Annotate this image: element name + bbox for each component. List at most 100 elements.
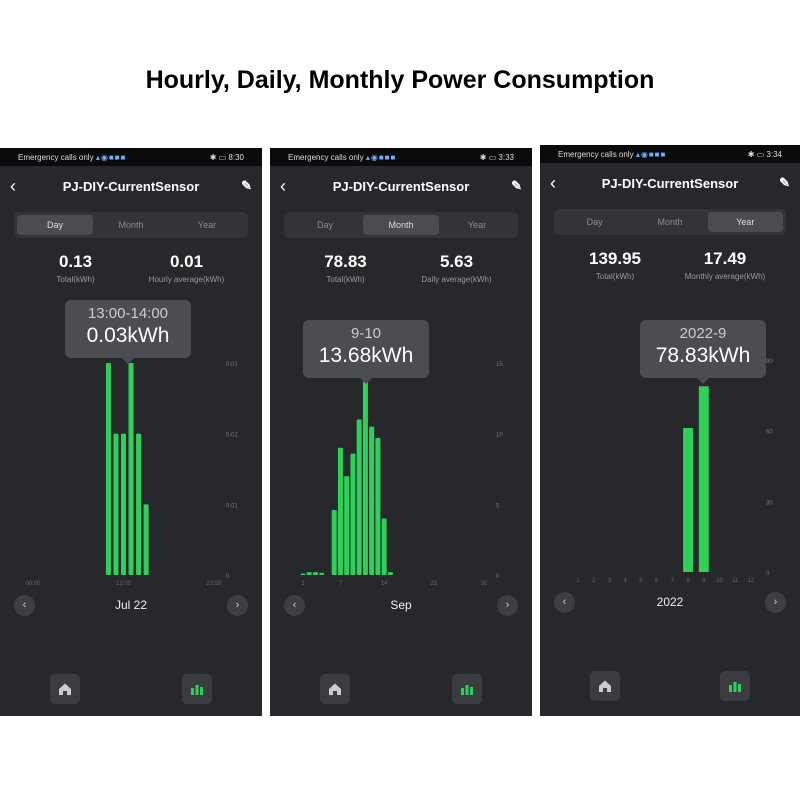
chart-bar	[121, 433, 126, 575]
previous-period-button[interactable]: ‹	[284, 594, 305, 616]
tab-month[interactable]: Month	[657, 217, 683, 227]
status-text: Emergency calls only	[18, 152, 94, 162]
home-button[interactable]	[320, 674, 350, 704]
stat-value: 17.49	[703, 249, 747, 268]
y-tick-label: 0	[226, 574, 230, 580]
statistics-button[interactable]	[182, 674, 212, 704]
tab-day[interactable]: Day	[17, 215, 93, 235]
chart-tooltip: 13:00-14:00 0.03kWh	[65, 300, 191, 364]
statistics-button[interactable]	[452, 674, 482, 704]
status-text: Emergency calls only	[288, 152, 364, 162]
stats-row: 78.83 Total(kWh) 5.63 Daily average(kWh)	[270, 252, 532, 284]
status-bar: Emergency calls only ▴◉■■■ ✱ ▭ 3:33	[270, 148, 532, 166]
x-tick-label: 9	[702, 578, 706, 584]
chart-bar	[387, 572, 393, 575]
status-text: Emergency calls only	[558, 149, 634, 159]
device-title: PJ-DIY-CurrentSensor	[332, 178, 470, 194]
x-tick-label: 14	[381, 581, 388, 587]
home-button[interactable]	[50, 674, 80, 704]
consumption-chart[interactable]: 0 5 10 15 1 7 14 22 30	[270, 298, 532, 593]
chart-bar	[105, 363, 111, 575]
tab-year[interactable]: Year	[707, 212, 783, 232]
x-tick-label: 23:59	[206, 581, 222, 587]
y-tick-label: 90	[766, 359, 773, 365]
bar-chart-icon	[461, 685, 473, 695]
next-period-button[interactable]: ›	[227, 594, 248, 616]
status-time: 3:33	[498, 152, 514, 162]
edit-icon[interactable]: ✎	[511, 178, 522, 193]
tab-day[interactable]: Day	[316, 220, 333, 230]
x-tick-label: 1	[576, 578, 580, 584]
bottom-bar	[320, 674, 482, 704]
chart-tooltip: 2022-9 78.83kWh	[640, 320, 766, 384]
app-header: ‹ PJ-DIY-CurrentSensor ✎	[0, 166, 262, 206]
back-arrow-icon[interactable]: ‹	[550, 172, 556, 193]
chart-bar	[143, 504, 149, 575]
chart-bar	[331, 509, 337, 575]
stats-row: 139.95 Total(kWh) 17.49 Monthly average(kW…	[540, 249, 800, 281]
stat-value: 139.95	[589, 249, 641, 268]
tab-year[interactable]: Year	[467, 220, 487, 230]
y-tick-label: 30	[766, 500, 773, 506]
previous-period-button[interactable]: ‹	[14, 594, 35, 616]
tab-month[interactable]: Month	[363, 215, 439, 235]
battery-icon: ✱ ▭	[209, 152, 229, 162]
y-tick-label: 0.02	[226, 433, 238, 439]
tab-year[interactable]: Year	[197, 220, 217, 230]
chart-bar	[113, 433, 119, 575]
x-tick-label: 12:00	[116, 581, 132, 587]
chart-bar	[369, 426, 375, 575]
x-tick-label: 22	[431, 581, 438, 587]
page-title: Hourly, Daily, Monthly Power Consumption	[145, 66, 655, 94]
chart-bar	[356, 419, 362, 575]
stat-average: 5.63 Daily average(kWh)	[401, 252, 512, 284]
edit-icon[interactable]: ✎	[779, 175, 790, 190]
status-bar: Emergency calls only ▴◉■■■ ✱ ▭ 3:34	[540, 145, 800, 163]
chart-bar	[337, 447, 343, 575]
bar-chart-icon	[729, 682, 741, 692]
stat-value: 78.83	[324, 252, 367, 271]
home-button[interactable]	[590, 671, 620, 701]
home-icon	[599, 680, 611, 692]
x-tick-label: 4	[624, 578, 628, 584]
stat-total: 0.13 Total(kWh)	[20, 252, 131, 284]
device-title: PJ-DIY-CurrentSensor	[62, 178, 200, 194]
x-tick-label: 1	[301, 581, 305, 587]
chart-bar	[375, 437, 381, 575]
tooltip-period: 2022-9	[679, 325, 727, 342]
stat-label: Hourly average(kWh)	[148, 275, 225, 284]
tooltip-value: 0.03kWh	[86, 324, 170, 347]
tab-day[interactable]: Day	[586, 217, 603, 227]
chart-tooltip: 9-10 13.68kWh	[303, 320, 429, 384]
x-tick-label: 30	[481, 581, 488, 587]
next-period-button[interactable]: ›	[764, 591, 786, 613]
y-tick-label: 0.03	[226, 362, 238, 368]
stat-value: 5.63	[439, 252, 474, 271]
period-tabs: Day Month Year	[14, 212, 248, 238]
back-arrow-icon[interactable]: ‹	[280, 175, 286, 196]
y-tick-label: 60	[766, 430, 773, 436]
y-tick-label: 15	[496, 362, 503, 368]
tab-month[interactable]: Month	[118, 220, 144, 230]
chart-bar	[319, 572, 325, 575]
next-period-button[interactable]: ›	[496, 594, 518, 616]
statistics-button[interactable]	[720, 671, 750, 701]
y-tick-label: 0	[496, 574, 500, 580]
x-tick-label: 11	[732, 578, 739, 584]
phone-screenshot: Emergency calls only ▴◉■■■ ✱ ▭ 3:33 ‹ PJ…	[270, 148, 532, 716]
stat-value: 0.01	[169, 252, 204, 271]
home-icon	[59, 683, 71, 695]
x-tick-label: 10	[716, 578, 723, 584]
app-header: ‹ PJ-DIY-CurrentSensor ✎	[540, 163, 800, 203]
phone-screenshot: Emergency calls only ▴◉■■■ ✱ ▭ 8:30 ‹ PJ…	[0, 148, 262, 716]
period-label: Sep	[390, 598, 412, 612]
stat-label: Monthly average(kWh)	[684, 272, 766, 281]
edit-icon[interactable]: ✎	[241, 178, 252, 193]
x-tick-label: 00:00	[25, 581, 41, 587]
period-navigator: ‹ Sep ›	[284, 594, 518, 616]
stat-total: 78.83 Total(kWh)	[290, 252, 401, 284]
consumption-chart[interactable]: 0 0.01 0.02 0.03 00:00 12:00 23:59	[0, 298, 262, 593]
back-arrow-icon[interactable]: ‹	[10, 175, 16, 196]
previous-period-button[interactable]: ‹	[554, 591, 575, 613]
